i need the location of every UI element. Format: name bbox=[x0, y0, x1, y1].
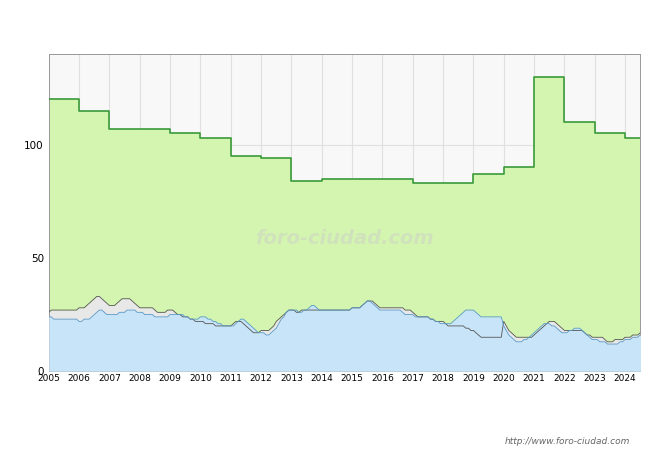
Text: Carenas - Evolucion de la poblacion en edad de Trabajar Mayo de 2024: Carenas - Evolucion de la poblacion en e… bbox=[60, 17, 590, 30]
Text: foro-ciudad.com: foro-ciudad.com bbox=[255, 229, 434, 248]
Text: http://www.foro-ciudad.com: http://www.foro-ciudad.com bbox=[505, 436, 630, 446]
